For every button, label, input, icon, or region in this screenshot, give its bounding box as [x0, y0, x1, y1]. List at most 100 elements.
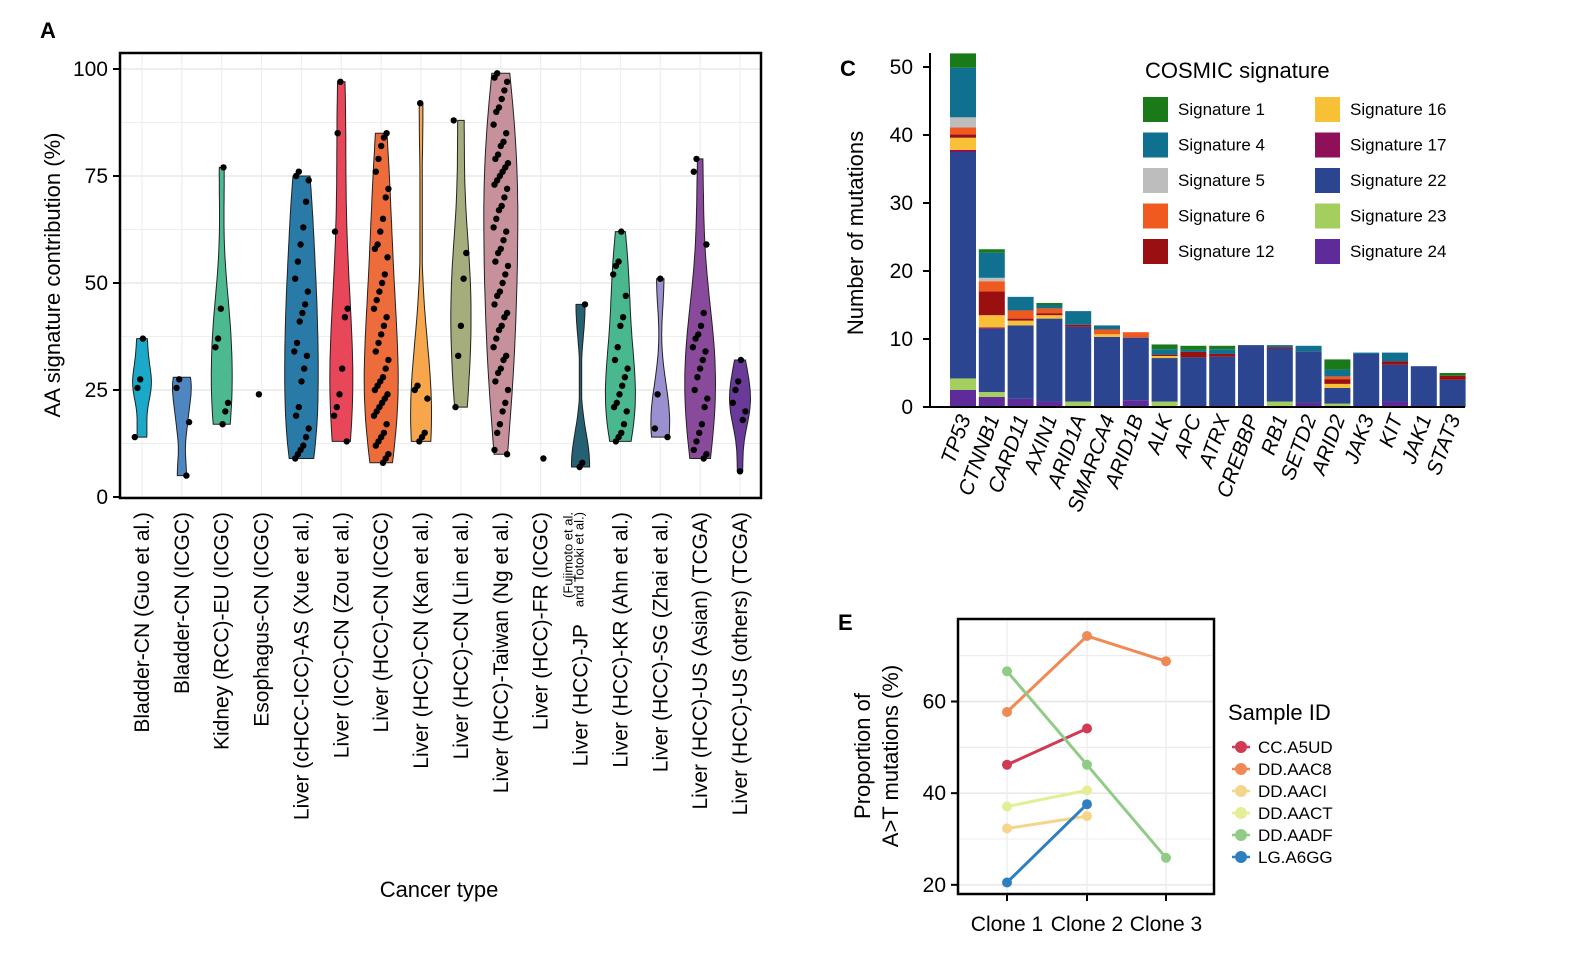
- point-dd-aaci-0: [1002, 823, 1012, 834]
- data-point-liver-hcc-cn-icgc: [374, 241, 381, 248]
- data-point-liver-hcc-cn-icgc: [372, 168, 379, 175]
- legend-label-dd-aaci: DD.AACI: [1258, 782, 1327, 801]
- bar-jak3-signature-4: [1353, 352, 1380, 354]
- data-point-liver-hcc-taiwan-ng-et-al: [498, 322, 505, 329]
- y-tick-label-20: 20: [923, 874, 946, 897]
- panel-c-legend: Signature 1 Signature 4 Signature 5 Signatu…: [1143, 97, 1446, 264]
- panel-e-legend: CC.A5UD DD.AAC8 DD.AACI DD.AACT DD.AADF LG.A6…: [1232, 738, 1333, 867]
- data-point-liver-hcc-taiwan-ng-et-al: [491, 301, 498, 308]
- data-point-liver-hcc-cn-icgc: [376, 288, 383, 295]
- data-point-liver-hcc-cn-lin-et-al: [463, 249, 470, 257]
- bar-stat3-signature-12: [1439, 375, 1466, 380]
- data-point-liver-hcc-cn-kan-et-al: [417, 100, 424, 107]
- bar-apc-signature-1: [1180, 345, 1207, 350]
- violin-liver-hcc-sg-zhai-et-al: [650, 278, 671, 438]
- data-point-liver-hcc-us-asian-tcga: [697, 322, 705, 329]
- y-tick-label-40: 40: [923, 782, 946, 805]
- bar-tp53-signature-4: [950, 67, 976, 118]
- data-point-liver-hcc-us-others-tcga: [735, 378, 742, 385]
- panel-a-letter: A: [40, 18, 56, 43]
- data-point-liver-hcc-cn-icgc: [383, 130, 390, 137]
- data-point-liver-hcc-cn-icgc: [372, 348, 379, 355]
- data-point-liver-chcc-icc-as-xue-et-al: [299, 309, 306, 317]
- panel-e-y-axis-label-line-1: Proportion of: [850, 692, 875, 819]
- data-point-liver-hcc-sg-zhai-et-al: [651, 425, 659, 432]
- legend-label-dd-aadf: DD.AADF: [1258, 826, 1333, 845]
- bar-ctnnb1-signature-16: [978, 315, 1005, 328]
- data-point-kidney-rcc-eu-icgc: [214, 335, 222, 342]
- bar-setd2-signature-24: [1295, 402, 1322, 407]
- bar-kit-signature-22: [1382, 364, 1408, 402]
- legend-label-cc-a5ud: CC.A5UD: [1258, 738, 1333, 757]
- data-point-bladder-cn-guo-et-al: [137, 376, 144, 383]
- bar-ctnnb1-signature-24: [978, 396, 1005, 407]
- panel-c-stacked-bar-chart: C 0 10 20 30 40 50 TP53CTNNB1CARD11AXIN1ARID1…: [840, 53, 1466, 515]
- data-point-liver-hcc-us-asian-tcga: [701, 403, 708, 411]
- panel-a-violins: [132, 72, 752, 477]
- data-point-liver-hcc-cn-lin-et-al: [457, 322, 465, 329]
- y-tick-label-20: 20: [890, 260, 913, 283]
- bar-kit-signature-24: [1382, 401, 1408, 407]
- legend-swatch-signature-6: [1143, 203, 1168, 229]
- violin-liver-hcc-kr-ahn-et-al: [604, 231, 636, 442]
- bar-arid2-signature-4: [1324, 369, 1351, 377]
- data-point-liver-icc-cn-zou-et-al: [331, 228, 339, 235]
- panel-e-lines: [1002, 631, 1171, 888]
- legend-marker-cc-a5ud: [1235, 741, 1247, 753]
- data-point-kidney-rcc-eu-icgc: [222, 408, 229, 415]
- point-dd-aaci-1: [1082, 811, 1092, 822]
- panel-a-y-ticks: 0 25 50 75 100: [73, 58, 120, 509]
- line-cc-a5ud: [1006, 727, 1088, 767]
- bar-kit-signature-12: [1382, 361, 1408, 365]
- data-point-liver-hcc-cn-icgc: [370, 305, 378, 312]
- point-dd-aac8-2: [1161, 656, 1171, 667]
- legend-swatch-signature-17: [1315, 132, 1340, 158]
- panel-a-points: [131, 70, 749, 479]
- bar-tp53-signature-16: [950, 137, 976, 150]
- data-point-liver-hcc-us-asian-tcga: [704, 395, 711, 402]
- bar-tp53-signature-12: [950, 134, 976, 138]
- bar-kit-signature-4: [1382, 352, 1408, 362]
- data-point-liver-hcc-us-asian-tcga: [694, 374, 701, 381]
- point-dd-aact-1: [1082, 785, 1092, 796]
- line-dd-aact: [1006, 788, 1088, 808]
- legend-marker-dd-aaci: [1235, 785, 1247, 797]
- legend-label-signature-4: Signature 4: [1178, 136, 1265, 155]
- data-point-liver-hcc-us-asian-tcga: [693, 438, 700, 445]
- point-dd-aadf-2: [1161, 852, 1171, 863]
- bar-axin1-signature-16: [1036, 315, 1063, 319]
- bar-rb1-signature-23: [1266, 401, 1293, 407]
- data-point-liver-hcc-us-others-tcga: [729, 399, 736, 406]
- data-point-liver-hcc-us-asian-tcga: [690, 168, 697, 175]
- data-point-liver-hcc-kr-ahn-et-al: [618, 228, 625, 235]
- data-point-liver-hcc-kr-ahn-et-al: [619, 382, 626, 389]
- bar-apc-signature-22: [1180, 357, 1207, 407]
- data-point-liver-hcc-cn-icgc: [375, 339, 382, 347]
- point-lg-a6gg-1: [1082, 799, 1092, 810]
- violin-liver-hcc-taiwan-ng-et-al: [483, 72, 519, 455]
- bar-arid2-signature-6: [1324, 376, 1351, 380]
- data-point-liver-hcc-taiwan-ng-et-al: [493, 215, 500, 222]
- bar-tp53-signature-23: [950, 378, 976, 390]
- bar-smarca4-signature-6: [1094, 329, 1120, 335]
- x-tick-label-liver-hcc-taiwan-ng-et-al: Liver (HCC)-Taiwan (Ng et al.): [490, 512, 513, 793]
- bar-tp53-signature-22: [950, 152, 976, 379]
- data-point-kidney-rcc-eu-icgc: [224, 399, 232, 406]
- data-point-liver-hcc-kr-ahn-et-al: [621, 374, 629, 381]
- bar-arid1a-signature-4: [1065, 311, 1092, 325]
- y-tick-label-60: 60: [923, 691, 946, 714]
- panel-a-x-axis-label: Cancer type: [380, 877, 499, 902]
- data-point-liver-hcc-cn-lin-et-al: [460, 275, 467, 282]
- bar-ctnnb1-signature-12: [978, 291, 1005, 316]
- data-point-liver-icc-cn-zou-et-al: [330, 412, 338, 419]
- bar-tp53-signature-17: [950, 149, 976, 152]
- bar-card11-signature-4: [1007, 296, 1034, 311]
- bar-alk-signature-23: [1151, 401, 1178, 407]
- data-point-liver-hcc-taiwan-ng-et-al: [490, 344, 497, 351]
- bar-setd2-signature-4: [1295, 345, 1322, 352]
- data-point-liver-icc-cn-zou-et-al: [333, 403, 340, 411]
- data-point-liver-chcc-icc-as-xue-et-al: [301, 365, 308, 372]
- data-point-liver-chcc-icc-as-xue-et-al: [294, 258, 302, 265]
- x-tick-label-bladder-cn-guo-et-al: Bladder-CN (Guo et al.): [131, 512, 154, 733]
- data-point-liver-hcc-taiwan-ng-et-al: [492, 378, 499, 385]
